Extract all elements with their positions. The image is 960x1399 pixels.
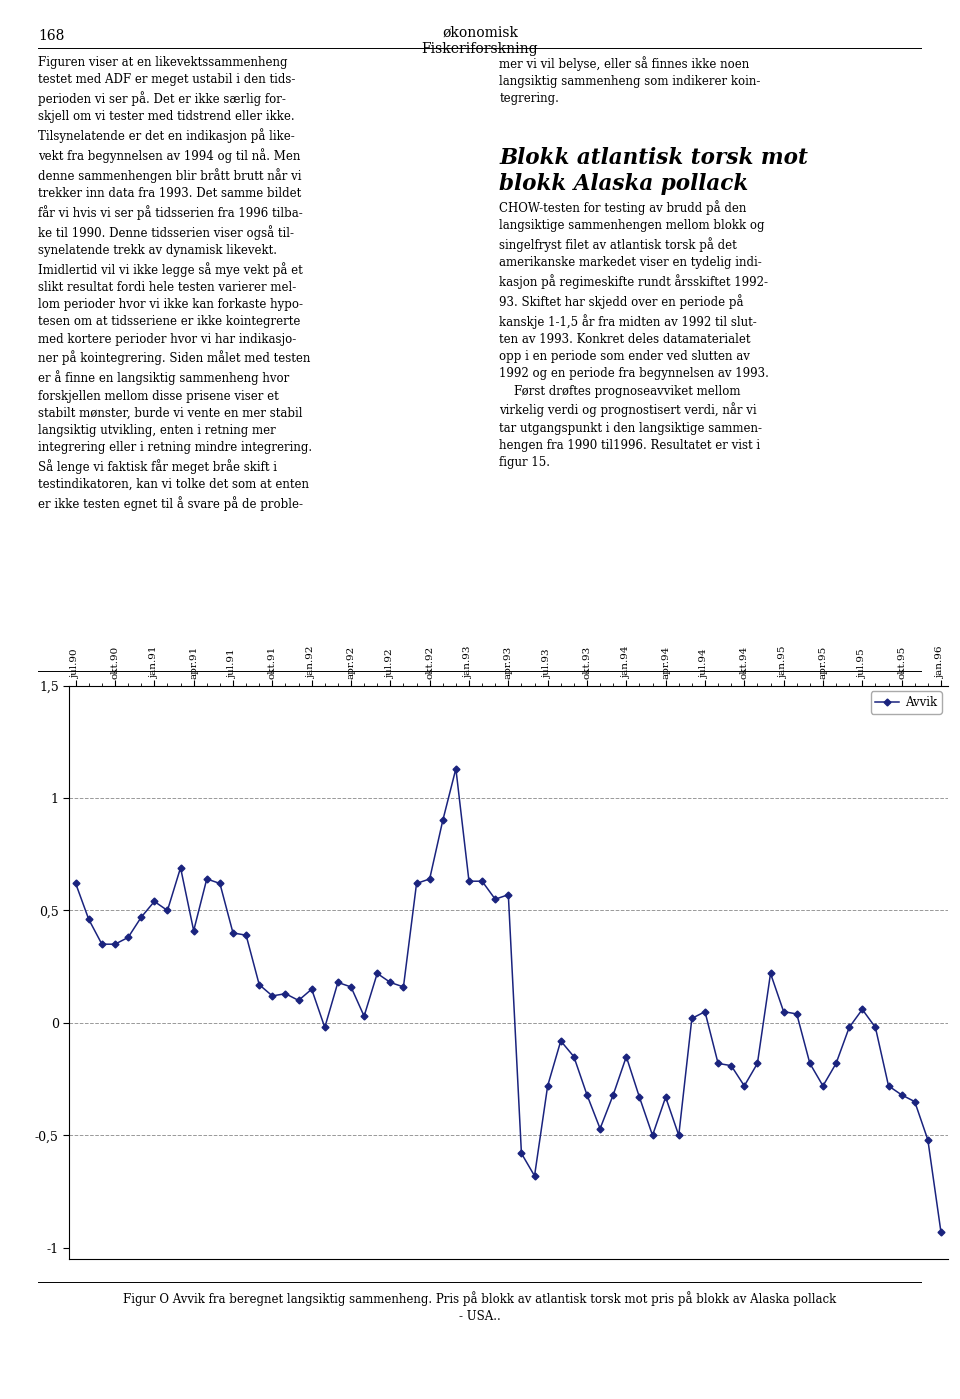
Text: Fiskeriforskning: Fiskeriforskning	[421, 42, 539, 56]
Text: blokk Alaska pollack: blokk Alaska pollack	[499, 173, 749, 196]
Text: økonomisk: økonomisk	[442, 25, 518, 39]
Text: mer vi vil belyse, eller så finnes ikke noen
langsiktig sammenheng som indikerer: mer vi vil belyse, eller så finnes ikke …	[499, 56, 760, 105]
Text: Blokk atlantisk torsk mot: Blokk atlantisk torsk mot	[499, 147, 808, 169]
Text: CHOW-testen for testing av brudd på den
langsiktige sammenhengen mellom blokk og: CHOW-testen for testing av brudd på den …	[499, 200, 769, 469]
Legend: Avvik: Avvik	[871, 691, 942, 713]
Text: 168: 168	[38, 28, 64, 43]
Text: Figuren viser at en likevektssammenheng
testet med ADF er meget ustabil i den ti: Figuren viser at en likevektssammenheng …	[38, 56, 313, 511]
Text: Figur O Avvik fra beregnet langsiktig sammenheng. Pris på blokk av atlantisk tor: Figur O Avvik fra beregnet langsiktig sa…	[124, 1291, 836, 1323]
